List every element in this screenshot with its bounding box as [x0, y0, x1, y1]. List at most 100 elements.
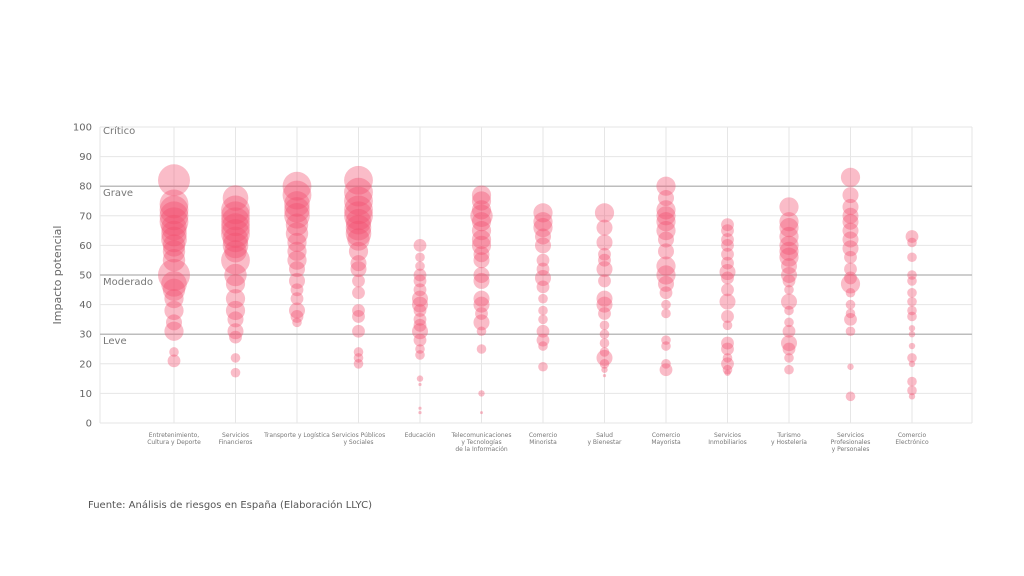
bubble [781, 335, 797, 352]
bubble [284, 191, 310, 217]
bubble [908, 331, 916, 338]
bubble [908, 393, 916, 400]
bubble [784, 364, 794, 375]
x-tick-label: Comercio [652, 432, 681, 439]
bubble [661, 308, 671, 319]
bubble [840, 167, 861, 187]
bubble [158, 164, 190, 197]
bubble [416, 375, 424, 382]
bubble [159, 189, 189, 219]
bubble [784, 353, 794, 363]
bubble [158, 259, 190, 291]
bubble [536, 253, 550, 267]
bubble [162, 240, 186, 263]
bubble [907, 385, 917, 396]
bubble [347, 228, 370, 251]
bubble [222, 226, 249, 253]
bubble [471, 235, 492, 255]
bubble [285, 213, 309, 236]
bubble [225, 289, 246, 309]
bubble [533, 203, 553, 223]
bubble [907, 237, 917, 248]
bubble [287, 241, 307, 261]
y-tick-label: 90 [79, 152, 92, 163]
bubble [282, 171, 312, 201]
bubble [659, 363, 673, 377]
bubble [721, 271, 734, 285]
bubble [159, 201, 189, 231]
bubble [533, 218, 553, 238]
bubble [779, 235, 799, 255]
bubble [167, 354, 181, 368]
x-tick-label: Cultura y Deporte [147, 439, 201, 446]
bubble [781, 293, 797, 310]
bubble [162, 249, 186, 272]
bubble [162, 234, 186, 257]
bubble [599, 329, 610, 340]
bubble [345, 214, 372, 241]
bubble [602, 374, 607, 378]
bubble [656, 265, 676, 285]
bubble [348, 241, 369, 261]
bubble [599, 320, 610, 331]
bubble [282, 180, 312, 210]
bubble [721, 218, 734, 232]
bubble [721, 239, 734, 252]
bubble [538, 341, 548, 351]
bubble [350, 261, 367, 278]
bubble [656, 221, 676, 241]
bubble [536, 324, 550, 338]
bubble [721, 283, 734, 297]
bubble [719, 293, 736, 310]
bubble [779, 226, 799, 247]
bubble [908, 360, 916, 367]
bubble [230, 353, 241, 363]
x-tick-label: Comercio [898, 432, 927, 439]
bubble [598, 253, 611, 267]
bubble [908, 325, 916, 332]
bubble [907, 376, 917, 387]
bubble [476, 326, 487, 337]
bubble [473, 314, 490, 331]
bubble [159, 195, 189, 225]
y-tick-label: 50 [79, 271, 92, 282]
x-tick-label: y Bienestar [587, 439, 622, 446]
bubble [287, 250, 307, 270]
bubble [164, 300, 184, 321]
bubble [782, 274, 796, 288]
bubble [784, 317, 794, 328]
bubble [721, 336, 734, 350]
bubble [352, 310, 365, 323]
bubble [159, 207, 189, 237]
bubble [658, 231, 674, 248]
bubble [842, 187, 859, 204]
bubble [284, 203, 310, 229]
bubble [412, 296, 428, 313]
bubble [221, 219, 250, 248]
bubble [658, 243, 674, 260]
bubble [781, 267, 797, 283]
bubble [722, 320, 733, 331]
bubble [471, 229, 492, 250]
bubble [779, 247, 799, 267]
x-tick-label: y Hostelería [771, 439, 807, 446]
bubble [656, 206, 676, 226]
bubble [162, 278, 186, 301]
bubble [352, 324, 365, 338]
bubble [536, 280, 550, 294]
x-tick-label: Telecomunicaciones [450, 432, 511, 439]
bubble [287, 232, 307, 253]
bubble [594, 203, 615, 223]
bubble [905, 230, 919, 243]
bubble [415, 252, 425, 263]
bubble [289, 261, 305, 278]
bubble [535, 269, 551, 286]
bubble [845, 308, 856, 319]
bubble [596, 219, 613, 236]
x-tick-label: Profesionales [831, 439, 871, 446]
x-tick-label: de la Información [455, 446, 508, 453]
bubble [284, 197, 310, 223]
bubble [842, 222, 859, 239]
bubble [533, 212, 553, 232]
bubble [222, 232, 249, 259]
